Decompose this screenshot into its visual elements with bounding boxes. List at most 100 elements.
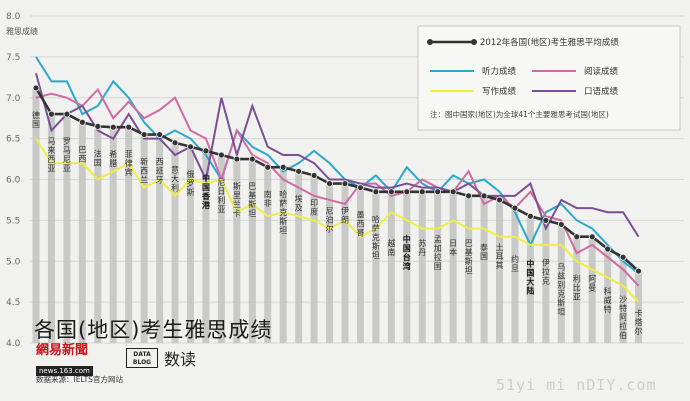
legend-label: 阅读成绩 xyxy=(584,66,619,77)
category-label: 印度 xyxy=(310,198,318,216)
average-bar xyxy=(526,216,534,343)
category-label: 伊朗 xyxy=(341,206,349,225)
average-point xyxy=(326,180,333,187)
average-bar xyxy=(588,236,596,343)
average-point xyxy=(140,131,148,138)
category-label: 俄罗斯 xyxy=(187,169,195,197)
average-bar xyxy=(434,191,442,343)
bars-layer xyxy=(32,87,643,344)
average-bar xyxy=(94,126,102,343)
y-axis-label: 雅思成绩 xyxy=(6,26,38,36)
category-label: 巴西 xyxy=(78,145,86,163)
category-label: 苏丹 xyxy=(418,238,426,257)
average-bar xyxy=(47,114,55,343)
y-tick-label: 4.0 xyxy=(6,339,21,349)
category-label: 意大利 xyxy=(171,165,179,193)
average-point xyxy=(341,180,349,187)
watermark: 51yi mi nDIY.com xyxy=(496,376,657,394)
average-bar xyxy=(310,175,318,343)
category-label: 乌兹别克斯坦 xyxy=(557,261,565,316)
average-bar xyxy=(511,208,519,343)
average-point xyxy=(496,196,503,204)
datablog-logo: DATA BLOG xyxy=(126,348,158,368)
category-label: 德国 xyxy=(32,110,40,129)
chart-title: 各国(地区)考生雅思成绩 xyxy=(34,318,273,342)
y-tick-label: 6.0 xyxy=(6,176,21,186)
average-point xyxy=(635,267,642,275)
brand-name: 網易新聞 xyxy=(36,343,89,358)
data-source: 数据来源：IELTS官方网站 xyxy=(36,375,123,384)
category-label: 利比亚 xyxy=(573,274,581,302)
average-bar xyxy=(418,191,426,343)
series-line-0 xyxy=(34,87,640,273)
average-bar xyxy=(279,167,287,343)
average-bar xyxy=(202,150,210,343)
category-label: 中国大陆 xyxy=(526,258,534,295)
category-label: 泰国 xyxy=(480,242,488,261)
average-point xyxy=(295,167,303,175)
average-bar xyxy=(356,187,364,343)
average-bar xyxy=(78,122,86,344)
average-bar xyxy=(187,146,194,343)
y-tick-label: 7.5 xyxy=(6,53,20,63)
datablog-line2: BLOG xyxy=(132,359,152,366)
average-point xyxy=(32,84,40,92)
average-bar xyxy=(171,142,179,343)
category-label: 科威特 xyxy=(604,286,612,314)
average-point xyxy=(449,188,457,196)
category-label: 罗马尼亚 xyxy=(63,137,71,173)
category-label: 尼泊尔 xyxy=(326,207,334,234)
category-label: 埃及 xyxy=(295,193,303,212)
legend-marker xyxy=(471,39,477,45)
legend-label: 听力成绩 xyxy=(482,66,517,77)
average-bar xyxy=(32,87,40,343)
average-point xyxy=(125,123,133,131)
average-bar xyxy=(619,257,627,343)
average-bar xyxy=(63,114,71,343)
category-label: 哈萨克斯坦 xyxy=(372,214,380,260)
x-category-labels: 德国马来西亚罗马尼亚巴西法国希腊菲律宾新西兰西班牙意大利俄罗斯中国香港尼日利亚斯… xyxy=(32,110,643,340)
average-point xyxy=(557,221,565,228)
y-axis: 4.0 4.5 5.0 5.5 6.0 6.5 7.0 7.5 8.0 雅思成绩 xyxy=(6,12,38,349)
average-point xyxy=(573,233,581,241)
average-point xyxy=(527,212,534,220)
average-point xyxy=(604,245,612,253)
average-point xyxy=(233,155,241,163)
average-point xyxy=(217,151,225,159)
average-point xyxy=(48,110,55,118)
average-bar xyxy=(604,248,612,343)
average-point xyxy=(387,188,395,196)
average-point xyxy=(434,188,442,196)
legend-label: 写作成绩 xyxy=(482,86,517,97)
average-bar xyxy=(217,154,225,343)
category-label: 斯里兰卡 xyxy=(233,181,241,218)
average-point xyxy=(588,233,596,241)
average-point xyxy=(310,172,318,179)
average-point xyxy=(202,147,210,155)
average-bar xyxy=(573,236,581,343)
category-label: 巴基斯坦 xyxy=(465,239,473,275)
category-label: 越南 xyxy=(387,238,395,257)
average-bar xyxy=(326,183,334,343)
category-label: 巴基斯坦 xyxy=(248,182,256,218)
average-point xyxy=(418,188,426,196)
y-tick-label: 7.0 xyxy=(6,94,21,104)
category-label: 阿曼 xyxy=(588,275,596,293)
average-bar xyxy=(295,171,303,343)
y-tick-label: 8.0 xyxy=(6,12,21,22)
average-bar xyxy=(140,134,148,343)
average-point xyxy=(619,253,627,261)
average-bar xyxy=(465,195,473,343)
category-label: 哈萨克斯坦 xyxy=(279,189,287,235)
average-bar xyxy=(372,191,380,343)
category-label: 新西兰 xyxy=(140,157,148,185)
average-point xyxy=(94,122,102,130)
average-bar xyxy=(125,127,133,344)
average-bar xyxy=(449,191,457,343)
average-point xyxy=(357,184,364,192)
category-label: 墨西哥 xyxy=(356,211,364,238)
category-label: 卡塔尔 xyxy=(635,308,643,336)
average-point xyxy=(264,163,272,171)
average-bar xyxy=(496,199,503,343)
